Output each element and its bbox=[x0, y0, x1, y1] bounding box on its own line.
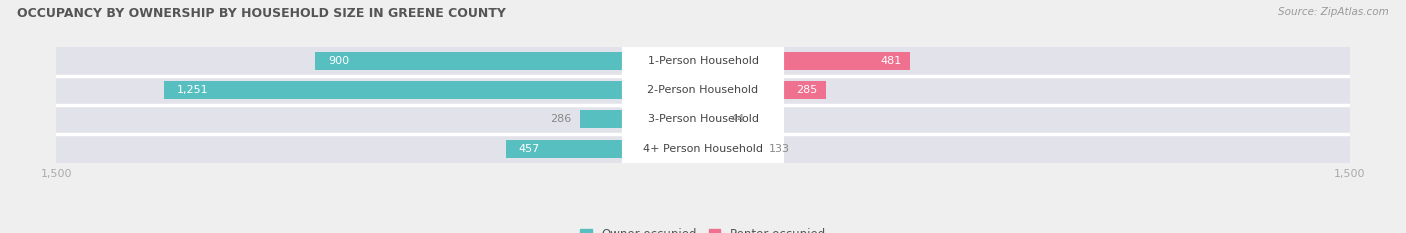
Bar bbox=[506, 140, 703, 158]
Text: 1-Person Household: 1-Person Household bbox=[648, 56, 758, 66]
Text: 481: 481 bbox=[880, 56, 901, 66]
Text: 285: 285 bbox=[796, 85, 817, 95]
Text: 4+ Person Household: 4+ Person Household bbox=[643, 144, 763, 154]
Text: 900: 900 bbox=[328, 56, 349, 66]
Bar bbox=[315, 52, 703, 70]
Text: 133: 133 bbox=[769, 144, 790, 154]
Bar bbox=[703, 140, 761, 158]
Text: OCCUPANCY BY OWNERSHIP BY HOUSEHOLD SIZE IN GREENE COUNTY: OCCUPANCY BY OWNERSHIP BY HOUSEHOLD SIZE… bbox=[17, 7, 506, 20]
FancyBboxPatch shape bbox=[621, 0, 785, 185]
Text: 1,251: 1,251 bbox=[177, 85, 208, 95]
FancyBboxPatch shape bbox=[621, 24, 785, 214]
Bar bbox=[703, 81, 825, 99]
Bar bbox=[56, 76, 1350, 105]
Bar bbox=[579, 110, 703, 128]
Bar bbox=[703, 52, 911, 70]
Bar bbox=[703, 110, 721, 128]
Bar bbox=[163, 81, 703, 99]
Bar bbox=[56, 105, 1350, 134]
Text: 2-Person Household: 2-Person Household bbox=[647, 85, 759, 95]
Legend: Owner-occupied, Renter-occupied: Owner-occupied, Renter-occupied bbox=[579, 228, 827, 233]
Text: 457: 457 bbox=[519, 144, 540, 154]
Text: 44: 44 bbox=[731, 114, 745, 124]
Text: 286: 286 bbox=[550, 114, 571, 124]
Bar bbox=[56, 134, 1350, 163]
Bar bbox=[56, 47, 1350, 76]
Text: 3-Person Household: 3-Person Household bbox=[648, 114, 758, 124]
Text: Source: ZipAtlas.com: Source: ZipAtlas.com bbox=[1278, 7, 1389, 17]
FancyBboxPatch shape bbox=[621, 54, 785, 233]
FancyBboxPatch shape bbox=[621, 0, 785, 156]
